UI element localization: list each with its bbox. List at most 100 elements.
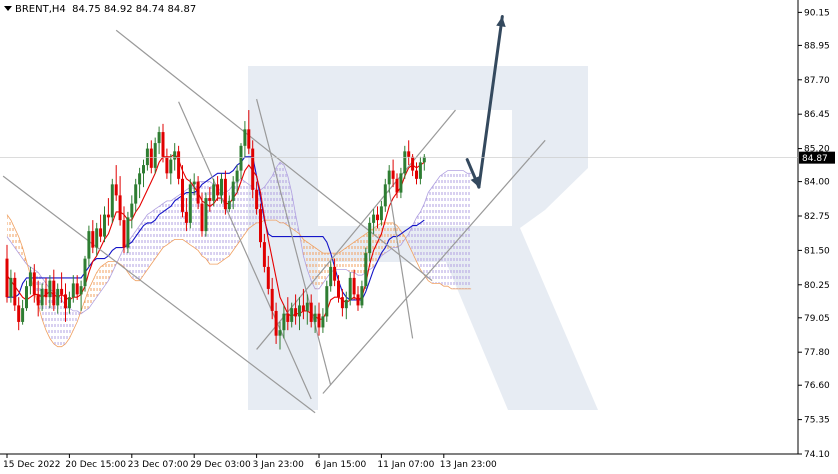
candle-body: [403, 151, 407, 174]
kumo-segment: [104, 261, 109, 287]
candle-body: [227, 200, 231, 210]
candle-body: [181, 178, 184, 212]
kumo-segment: [241, 178, 245, 240]
candle-body: [344, 299, 348, 309]
kumo-segment: [451, 170, 456, 289]
kumo-segment: [400, 231, 405, 245]
candle-body: [364, 253, 368, 287]
forecast-arrow-shaft: [477, 15, 504, 189]
kumo-segment: [307, 242, 312, 281]
kumo-segment: [272, 167, 277, 221]
kumo-segment: [221, 192, 226, 262]
kumo-segment: [385, 222, 390, 254]
candle-body: [79, 286, 83, 295]
candle-body: [422, 156, 426, 163]
candle-body: [99, 228, 103, 237]
candle-body: [9, 277, 13, 298]
kumo-segment: [280, 162, 284, 223]
candle-body: [239, 145, 243, 171]
candle-body: [118, 195, 122, 221]
dropdown-triangle-icon[interactable]: [4, 6, 12, 11]
candle-body: [305, 302, 309, 311]
candle-body: [407, 151, 411, 157]
candle-body: [383, 184, 387, 207]
kumo-segment: [209, 181, 214, 265]
candle-body: [376, 214, 379, 221]
candle-body: [126, 217, 130, 248]
candle-body: [313, 313, 317, 322]
candlesticks: [5, 110, 426, 350]
time-tick-label: 15 Dec 2022: [3, 460, 61, 470]
kumo-segment: [412, 217, 417, 262]
price-tick-label: 84.00: [804, 178, 830, 188]
trend-line: [178, 101, 312, 400]
kumo-segment: [92, 272, 97, 303]
candle-body: [5, 258, 9, 298]
trend-line: [256, 109, 456, 350]
ichimoku-lines: [6, 153, 425, 320]
kumo-segment: [7, 214, 11, 243]
kumo-segment: [143, 214, 148, 276]
candle-body: [134, 184, 138, 204]
price-tick-label: 80.25: [804, 281, 830, 291]
price-tick-label: 79.05: [804, 314, 830, 324]
candle-body: [399, 173, 403, 193]
candle-body: [333, 266, 337, 281]
candle-body: [40, 288, 44, 306]
price-tick-label: 81.50: [804, 246, 830, 256]
candle-body: [36, 294, 40, 306]
candle-body: [282, 313, 286, 331]
kumo-segment: [65, 305, 70, 344]
ohlc-values: 84.75 84.92 84.74 84.87: [72, 4, 197, 15]
trend-line: [256, 98, 332, 386]
candle-body: [56, 288, 60, 306]
kumo-segment: [108, 261, 113, 281]
kumo-segment: [303, 239, 308, 270]
kumo-segment: [124, 242, 128, 273]
kumo-segment: [151, 209, 156, 265]
kumo-segment: [358, 236, 362, 276]
kumo-segment: [315, 247, 319, 289]
candle-body: [259, 209, 262, 243]
kumo-segment: [131, 231, 136, 281]
candle-body: [110, 184, 114, 218]
time-tick-label: 20 Dec 15:00: [65, 460, 126, 470]
trend-line: [2, 175, 316, 414]
chart-header: BRENT,H4 84.75 84.92 84.74 84.87: [4, 4, 196, 15]
candle-body: [208, 198, 212, 201]
kumo-segment: [96, 266, 101, 298]
trend-lines: [2, 29, 546, 414]
kumo-segment: [424, 192, 429, 281]
candle-body: [165, 156, 169, 174]
price-tick-label: 74.10: [804, 450, 830, 460]
senkou-span-b: [6, 214, 472, 348]
candle-body: [145, 148, 149, 166]
kumo-segment: [73, 310, 78, 331]
forecast-arrowhead: [496, 16, 506, 27]
kumo-segment: [389, 222, 394, 251]
candle-body: [395, 178, 399, 193]
candle-body: [153, 143, 157, 168]
senkou-span-a: [6, 161, 472, 315]
candle-body: [251, 148, 255, 190]
kumo-segment: [139, 220, 144, 281]
candle-body: [204, 198, 208, 232]
candle-body: [196, 181, 200, 204]
candle-body: [103, 214, 106, 237]
candle-body: [122, 220, 126, 248]
candle-body: [379, 206, 383, 221]
candle-body: [255, 189, 259, 210]
kumo-segment: [159, 203, 163, 254]
candle-body: [91, 231, 95, 248]
kumo-segment: [342, 247, 347, 270]
symbol-label: BRENT,H4: [15, 4, 66, 15]
candle-body: [340, 297, 344, 309]
kumo-segment: [166, 200, 171, 245]
kumo-segment: [311, 244, 316, 289]
candle-body: [21, 308, 25, 322]
price-tick-label: 76.60: [804, 381, 830, 391]
candle-body: [274, 310, 278, 336]
